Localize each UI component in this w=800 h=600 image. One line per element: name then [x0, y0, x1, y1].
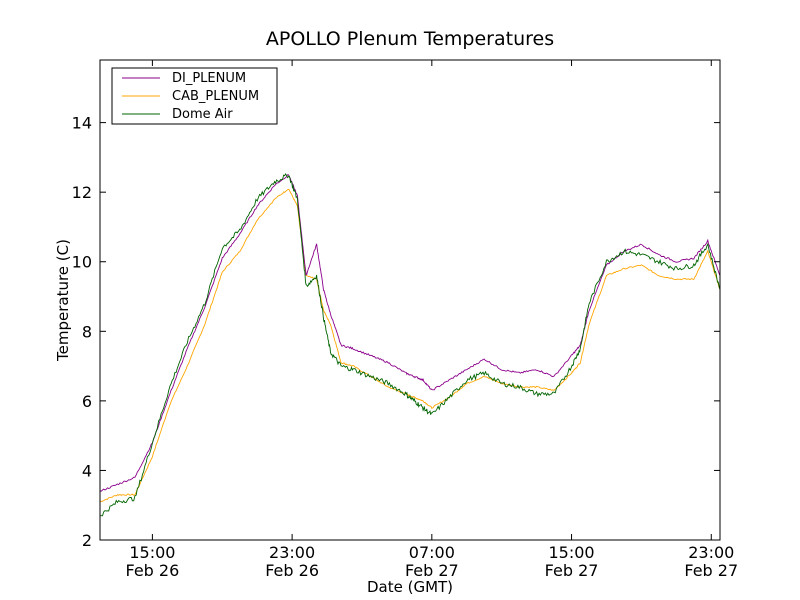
- x-tick-label-date: Feb 27: [684, 561, 738, 580]
- x-tick-label-date: Feb 26: [265, 561, 319, 580]
- x-tick-label-time: 15:00: [548, 543, 594, 562]
- series-line-cab-plenum: [99, 188, 721, 503]
- y-tick-label: 8: [82, 322, 92, 341]
- x-tick-label-date: Feb 27: [545, 561, 599, 580]
- plot-area: [100, 60, 720, 540]
- x-tick-label-time: 15:00: [129, 543, 175, 562]
- series-line-di-plenum: [99, 174, 721, 492]
- plot-frame: [99, 59, 721, 541]
- x-tick-label-date: Feb 26: [126, 561, 180, 580]
- y-tick-label: 2: [82, 531, 92, 550]
- x-axis-title: Date (GMT): [367, 578, 453, 596]
- x-tick-label-time: 23:00: [688, 543, 734, 562]
- series-line-dome-air: [100, 172, 721, 517]
- tick-layer: [100, 60, 720, 541]
- legend: DI_PLENUM CAB_PLENUM Dome Air: [111, 67, 278, 125]
- y-tick-label: 12: [72, 183, 92, 202]
- y-tick-label: 6: [82, 392, 92, 411]
- legend-label-dome-air: Dome Air: [172, 107, 233, 122]
- y-tick-label: 4: [82, 461, 92, 480]
- x-tick-label-time: 23:00: [269, 543, 315, 562]
- x-tick-label-time: 07:00: [409, 543, 455, 562]
- chart-title: APOLLO Plenum Temperatures: [266, 28, 554, 50]
- series-layer: [99, 172, 721, 517]
- y-tick-label: 14: [72, 114, 92, 133]
- y-axis-title: Temperature (C): [54, 239, 72, 362]
- legend-label-cab-plenum: CAB_PLENUM: [172, 89, 259, 104]
- y-tick-label: 10: [72, 253, 92, 272]
- x-tick-label-date: Feb 27: [405, 561, 459, 580]
- legend-label-di-plenum: DI_PLENUM: [172, 71, 246, 86]
